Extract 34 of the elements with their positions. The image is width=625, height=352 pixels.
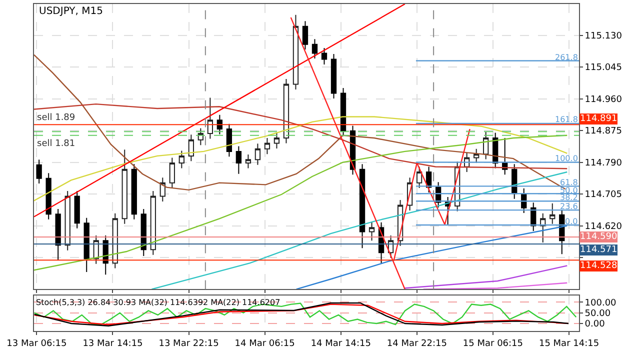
y-tick-label: 114.705 xyxy=(584,190,622,200)
y-tick-label: 114.790 xyxy=(584,158,622,168)
series-label: 0.0 xyxy=(565,217,578,226)
x-tick-label: 14 Mar 14:15 xyxy=(310,338,371,349)
ref-line-label: 114.571 xyxy=(580,245,618,255)
y-tick-label: 114.875 xyxy=(584,126,622,137)
ref-line-label: 114.590 xyxy=(580,232,618,242)
series-label: 100.0 xyxy=(555,154,578,163)
x-tick-label: 13 Mar 14:15 xyxy=(82,338,143,349)
annotation: sell 1.89 xyxy=(37,113,76,123)
series-label: 161.8 xyxy=(555,115,578,124)
x-tick-label: 13 Mar 06:15 xyxy=(6,338,67,349)
series-label: 38.2 xyxy=(560,193,578,202)
annotation: Stoch(5,3,3) 26.84 30.93 MA(32) 114.6392 MA(22) 114.6207 xyxy=(36,298,280,307)
y-tick-label: 115.045 xyxy=(584,63,622,74)
series-label: 23.6 xyxy=(560,202,578,211)
x-tick-label: 14 Mar 22:15 xyxy=(386,338,447,349)
y-tick-label: 100.00 xyxy=(584,298,617,308)
x-tick-label: 14 Mar 06:15 xyxy=(234,338,295,349)
x-tick-label: 15 Mar 14:15 xyxy=(538,338,600,349)
y-tick-label: 0.00 xyxy=(584,320,606,330)
x-tick-label: 13 Mar 22:15 xyxy=(158,338,219,349)
series-label: 261.8 xyxy=(555,53,578,62)
ref-line-label: 114.891 xyxy=(580,114,618,124)
y-tick-label: 115.130 xyxy=(584,32,622,42)
annotation: sell 1.81 xyxy=(37,139,76,149)
chart-title: USDJPY, M15 xyxy=(39,6,103,17)
y-tick-label: 114.620 xyxy=(584,222,622,232)
series-label: 50.0 xyxy=(560,186,578,195)
y-tick-label: 50.00 xyxy=(584,308,611,319)
x-tick-label: 15 Mar 06:15 xyxy=(462,338,524,349)
ref-line-label: 114.528 xyxy=(580,261,618,271)
series-label: 61.8 xyxy=(560,178,578,187)
y-tick-label: 114.960 xyxy=(584,94,622,105)
